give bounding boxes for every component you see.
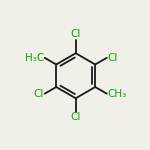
Text: CH₃: CH₃ — [108, 89, 127, 99]
Text: H₃C: H₃C — [25, 53, 44, 63]
Text: Cl: Cl — [108, 53, 118, 63]
Text: Cl: Cl — [70, 112, 81, 123]
Text: Cl: Cl — [70, 29, 81, 39]
Text: Cl: Cl — [33, 89, 44, 99]
